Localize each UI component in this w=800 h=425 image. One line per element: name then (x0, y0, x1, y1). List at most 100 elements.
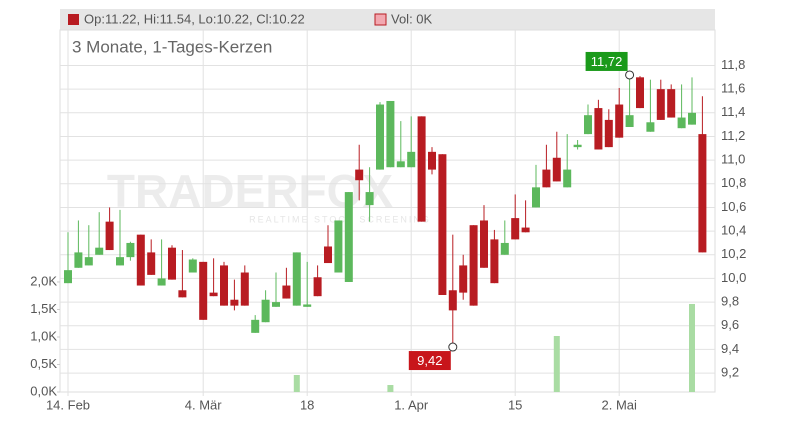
candle-body (688, 112, 696, 125)
candle-body (105, 221, 114, 251)
candle-body (667, 89, 676, 118)
x-tick-label: 2. Mai (601, 397, 637, 412)
candle-body (178, 290, 187, 298)
candle-body (261, 299, 270, 323)
y-tick-label: 9,4 (721, 341, 739, 356)
candle-body (396, 161, 405, 168)
legend-ohlc: Op:11.22, Hi:11.54, Lo:10.22, Cl:10.22 (84, 11, 305, 26)
y-tick-label: 9,6 (721, 317, 739, 332)
annotation-box (585, 51, 628, 71)
annotation-marker (448, 342, 458, 352)
candle-body (230, 299, 239, 306)
candle-body (500, 242, 509, 255)
y-tick-label: 9,2 (721, 365, 739, 380)
candle-body (272, 302, 280, 307)
annotation-label: 9,42 (417, 353, 442, 368)
legend-ohlc-swatch (68, 14, 79, 25)
candle-body (365, 192, 374, 206)
candle-body (74, 252, 83, 268)
candle-body (511, 218, 520, 240)
candle-body (490, 239, 499, 284)
candle-body (344, 192, 353, 282)
candle-body (240, 272, 249, 306)
y-tick-label: 10,6 (721, 199, 746, 214)
candle-body (126, 242, 135, 258)
candle-body (532, 187, 540, 208)
candle-body (573, 144, 582, 148)
candle-body (480, 220, 488, 268)
volume-tick-label: 1,0K (30, 328, 57, 343)
candle-body (625, 115, 634, 128)
candle-body (84, 257, 93, 266)
candle-body (563, 169, 572, 188)
candle-body (157, 278, 166, 286)
volume-tick-label: 0,0K (30, 383, 57, 398)
candle-body (604, 119, 613, 148)
volume-tick-label: 1,5K (30, 301, 57, 316)
y-tick-label: 11,6 (721, 81, 745, 96)
volume-bar (553, 335, 560, 392)
x-tick-label: 14. Feb (46, 397, 90, 412)
y-tick-label: 11,0 (721, 152, 745, 167)
subtitle: 3 Monate, 1-Tages-Kerzen (72, 37, 272, 56)
candle-body (64, 270, 72, 284)
candle-body (313, 277, 322, 297)
y-tick-label: 10,2 (721, 246, 746, 261)
candle-body (376, 104, 384, 170)
y-tick-label: 11,2 (721, 128, 745, 143)
legend-bar (60, 9, 715, 30)
annotation-box (408, 351, 451, 371)
x-tick-label: 18 (300, 397, 314, 412)
y-tick-label: 10,0 (721, 270, 746, 285)
volume-bar (689, 303, 695, 392)
annotation-label: 11,72 (591, 54, 623, 69)
candle-body (459, 265, 468, 293)
y-tick-label: 11,4 (721, 104, 745, 119)
y-tick-label: 11,8 (721, 57, 745, 72)
candle-body (448, 290, 457, 311)
candle-body (168, 247, 176, 280)
candle-body (407, 151, 416, 168)
candle-body (116, 257, 124, 266)
candle-body (147, 252, 156, 275)
candle-body (438, 154, 447, 295)
candle-body (251, 319, 260, 333)
candle-body (136, 234, 145, 286)
watermark-tagline: REALTIME STOCK SCREENING (249, 214, 431, 224)
candle-body (428, 151, 436, 170)
volume-tick-label: 0,5K (30, 356, 57, 371)
candle-body (542, 169, 551, 188)
annotation-marker (625, 70, 635, 80)
candle-body (521, 227, 530, 233)
candle-body (324, 246, 332, 264)
candle-body (552, 157, 561, 182)
candle-body (292, 252, 301, 306)
candle-body (698, 134, 707, 253)
candle-body (646, 122, 655, 132)
legend-volume-swatch (374, 13, 387, 26)
candle-body (188, 259, 197, 273)
candle-body (656, 89, 665, 120)
candle-body (199, 261, 208, 320)
candle-body (209, 292, 218, 297)
volume-bar (293, 375, 300, 392)
volume-bar (387, 385, 394, 392)
candle-body (95, 247, 104, 255)
legend-volume: Vol: 0K (391, 11, 433, 26)
volume-tick-label: 2,0K (30, 273, 57, 288)
candle-body (282, 285, 291, 299)
candle-body (594, 108, 603, 150)
candle-body (677, 117, 686, 129)
candle-body (355, 169, 364, 181)
y-tick-label: 10,4 (721, 223, 746, 238)
x-tick-label: 15 (508, 397, 522, 412)
x-tick-label: 4. Mär (185, 397, 223, 412)
candle-body (615, 104, 624, 138)
candle-body (303, 304, 312, 307)
candle-body (386, 100, 395, 168)
candle-body (469, 225, 478, 306)
candle-body (417, 116, 426, 222)
candle-body (584, 115, 592, 135)
y-tick-label: 10,8 (721, 175, 746, 190)
